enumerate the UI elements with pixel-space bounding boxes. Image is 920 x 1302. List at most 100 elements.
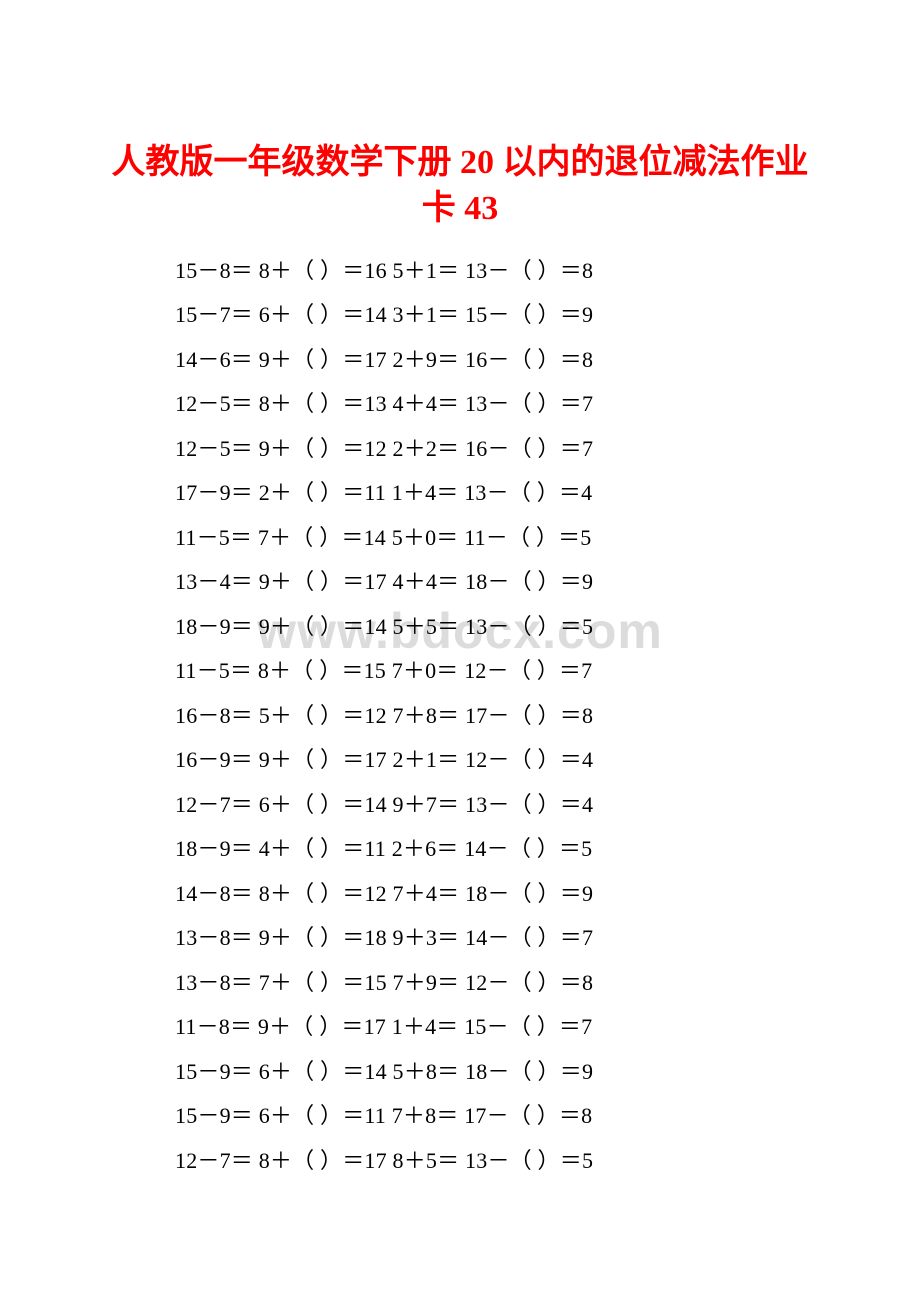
table-row: 15－9＝ 6＋（ ）＝14 5＋8＝ 18－（ ）＝9 bbox=[175, 1061, 775, 1083]
table-row: 13－8＝ 9＋（ ）＝18 9＋3＝ 14－（ ）＝7 bbox=[175, 927, 775, 949]
cell: 18－9＝ bbox=[175, 836, 253, 861]
cell: 4＋4＝ bbox=[393, 391, 460, 416]
cell: 8＋（ ）＝17 bbox=[259, 1148, 387, 1173]
cell: 15－7＝ bbox=[175, 302, 253, 327]
cell: 8＋（ ）＝12 bbox=[259, 881, 387, 906]
cell: 13－（ ）＝5 bbox=[465, 614, 593, 639]
cell: 2＋1＝ bbox=[393, 747, 460, 772]
table-row: 11－8＝ 9＋（ ）＝17 1＋4＝ 15－（ ）＝7 bbox=[175, 1016, 775, 1038]
table-row: 11－5＝ 8＋（ ）＝15 7＋0＝ 12－（ ）＝7 bbox=[175, 660, 775, 682]
cell: 7＋4＝ bbox=[393, 881, 460, 906]
cell: 13－8＝ bbox=[175, 970, 253, 995]
cell: 7＋（ ）＝15 bbox=[259, 970, 387, 995]
table-row: 15－7＝ 6＋（ ）＝14 3＋1＝ 15－（ ）＝9 bbox=[175, 304, 775, 326]
cell: 15－（ ）＝9 bbox=[465, 302, 593, 327]
cell: 13－（ ）＝7 bbox=[465, 391, 593, 416]
content-wrapper: 人教版一年级数学下册 20 以内的退位减法作业 卡 43 15－8＝ 8＋（ ）… bbox=[0, 140, 920, 1172]
cell: 14－8＝ bbox=[175, 881, 253, 906]
cell: 9＋3＝ bbox=[393, 925, 460, 950]
cell: 16－（ ）＝7 bbox=[465, 436, 593, 461]
cell: 4＋（ ）＝11 bbox=[259, 836, 386, 861]
cell: 16－（ ）＝8 bbox=[465, 347, 593, 372]
table-row: 18－9＝ 4＋（ ）＝11 2＋6＝ 14－（ ）＝5 bbox=[175, 838, 775, 860]
cell: 9＋（ ）＝18 bbox=[259, 925, 387, 950]
cell: 15－8＝ bbox=[175, 258, 253, 283]
cell: 5＋0＝ bbox=[392, 525, 459, 550]
cell: 14－（ ）＝7 bbox=[465, 925, 593, 950]
cell: 9＋（ ）＝17 bbox=[259, 569, 387, 594]
cell: 7＋9＝ bbox=[393, 970, 460, 995]
cell: 7＋8＝ bbox=[393, 703, 460, 728]
cell: 12－（ ）＝7 bbox=[464, 658, 592, 683]
cell: 18－（ ）＝9 bbox=[465, 1059, 593, 1084]
cell: 6＋（ ）＝11 bbox=[259, 1103, 386, 1128]
cell: 18－（ ）＝9 bbox=[465, 881, 593, 906]
cell: 8＋（ ）＝16 bbox=[259, 258, 387, 283]
cell: 9＋（ ）＝14 bbox=[259, 614, 387, 639]
cell: 2＋2＝ bbox=[393, 436, 460, 461]
cell: 18－9＝ bbox=[175, 614, 253, 639]
cell: 9＋（ ）＝12 bbox=[259, 436, 387, 461]
table-row: 14－8＝ 8＋（ ）＝12 7＋4＝ 18－（ ）＝9 bbox=[175, 883, 775, 905]
table-row: 12－7＝ 8＋（ ）＝17 8＋5＝ 13－（ ）＝5 bbox=[175, 1150, 775, 1172]
table-row: 11－5＝ 7＋（ ）＝14 5＋0＝ 11－（ ）＝5 bbox=[175, 527, 775, 549]
cell: 7＋0＝ bbox=[392, 658, 459, 683]
cell: 15－（ ）＝7 bbox=[464, 1014, 592, 1039]
cell: 18－（ ）＝9 bbox=[465, 569, 593, 594]
table-row: 16－8＝ 5＋（ ）＝12 7＋8＝ 17－（ ）＝8 bbox=[175, 705, 775, 727]
cell: 13－4＝ bbox=[175, 569, 253, 594]
cell: 1＋4＝ bbox=[392, 1014, 459, 1039]
cell: 8＋（ ）＝13 bbox=[259, 391, 387, 416]
cell: 11－5＝ bbox=[175, 525, 252, 550]
cell: 9＋7＝ bbox=[393, 792, 460, 817]
cell: 14－（ ）＝5 bbox=[464, 836, 592, 861]
cell: 9＋（ ）＝17 bbox=[259, 747, 387, 772]
cell: 11－（ ）＝5 bbox=[464, 525, 591, 550]
cell: 17－（ ）＝8 bbox=[464, 1103, 592, 1128]
cell: 5＋8＝ bbox=[393, 1059, 460, 1084]
cell: 2＋6＝ bbox=[392, 836, 459, 861]
cell: 8＋5＝ bbox=[393, 1148, 460, 1173]
page-root: www.bdocx.com 人教版一年级数学下册 20 以内的退位减法作业 卡 … bbox=[0, 0, 920, 1302]
cell: 12－7＝ bbox=[175, 1148, 253, 1173]
cell: 16－9＝ bbox=[175, 747, 253, 772]
cell: 2＋9＝ bbox=[393, 347, 460, 372]
cell: 15－9＝ bbox=[175, 1059, 253, 1084]
cell: 11－8＝ bbox=[175, 1014, 252, 1039]
table-row: 13－4＝ 9＋（ ）＝17 4＋4＝ 18－（ ）＝9 bbox=[175, 571, 775, 593]
cell: 17－9＝ bbox=[175, 480, 253, 505]
cell: 12－（ ）＝4 bbox=[465, 747, 593, 772]
cell: 12－（ ）＝8 bbox=[465, 970, 593, 995]
table-row: 14－6＝ 9＋（ ）＝17 2＋9＝ 16－（ ）＝8 bbox=[175, 349, 775, 371]
cell: 7＋（ ）＝14 bbox=[258, 525, 386, 550]
cell: 13－（ ）＝4 bbox=[465, 792, 593, 817]
cell: 6＋（ ）＝14 bbox=[259, 792, 387, 817]
cell: 13－（ ）＝5 bbox=[465, 1148, 593, 1173]
cell: 5＋5＝ bbox=[393, 614, 460, 639]
cell: 8＋（ ）＝15 bbox=[258, 658, 386, 683]
cell: 4＋4＝ bbox=[393, 569, 460, 594]
table-row: 12－5＝ 9＋（ ）＝12 2＋2＝ 16－（ ）＝7 bbox=[175, 438, 775, 460]
cell: 3＋1＝ bbox=[393, 302, 460, 327]
cell: 9＋（ ）＝17 bbox=[259, 347, 387, 372]
cell: 9＋（ ）＝17 bbox=[258, 1014, 386, 1039]
table-row: 18－9＝ 9＋（ ）＝14 5＋5＝ 13－（ ）＝5 bbox=[175, 616, 775, 638]
table-row: 15－9＝ 6＋（ ）＝11 7＋8＝ 17－（ ）＝8 bbox=[175, 1105, 775, 1127]
table-row: 13－8＝ 7＋（ ）＝15 7＋9＝ 12－（ ）＝8 bbox=[175, 972, 775, 994]
title-line2: 卡 43 bbox=[422, 190, 499, 227]
cell: 17－（ ）＝8 bbox=[465, 703, 593, 728]
cell: 12－5＝ bbox=[175, 391, 253, 416]
cell: 11－5＝ bbox=[175, 658, 252, 683]
cell: 15－9＝ bbox=[175, 1103, 253, 1128]
cell: 6＋（ ）＝14 bbox=[259, 302, 387, 327]
title-line1: 人教版一年级数学下册 20 以内的退位减法作业 bbox=[112, 144, 809, 181]
cell: 16－8＝ bbox=[175, 703, 253, 728]
worksheet-rows: 15－8＝ 8＋（ ）＝16 5＋1＝ 13－（ ）＝8 15－7＝ 6＋（ ）… bbox=[175, 260, 775, 1172]
table-row: 16－9＝ 9＋（ ）＝17 2＋1＝ 12－（ ）＝4 bbox=[175, 749, 775, 771]
page-title: 人教版一年级数学下册 20 以内的退位减法作业 卡 43 bbox=[80, 140, 840, 232]
cell: 6＋（ ）＝14 bbox=[259, 1059, 387, 1084]
table-row: 17－9＝ 2＋（ ）＝11 1＋4＝ 13－（ ）＝4 bbox=[175, 482, 775, 504]
table-row: 12－7＝ 6＋（ ）＝14 9＋7＝ 13－（ ）＝4 bbox=[175, 794, 775, 816]
cell: 12－5＝ bbox=[175, 436, 253, 461]
cell: 5＋1＝ bbox=[393, 258, 460, 283]
